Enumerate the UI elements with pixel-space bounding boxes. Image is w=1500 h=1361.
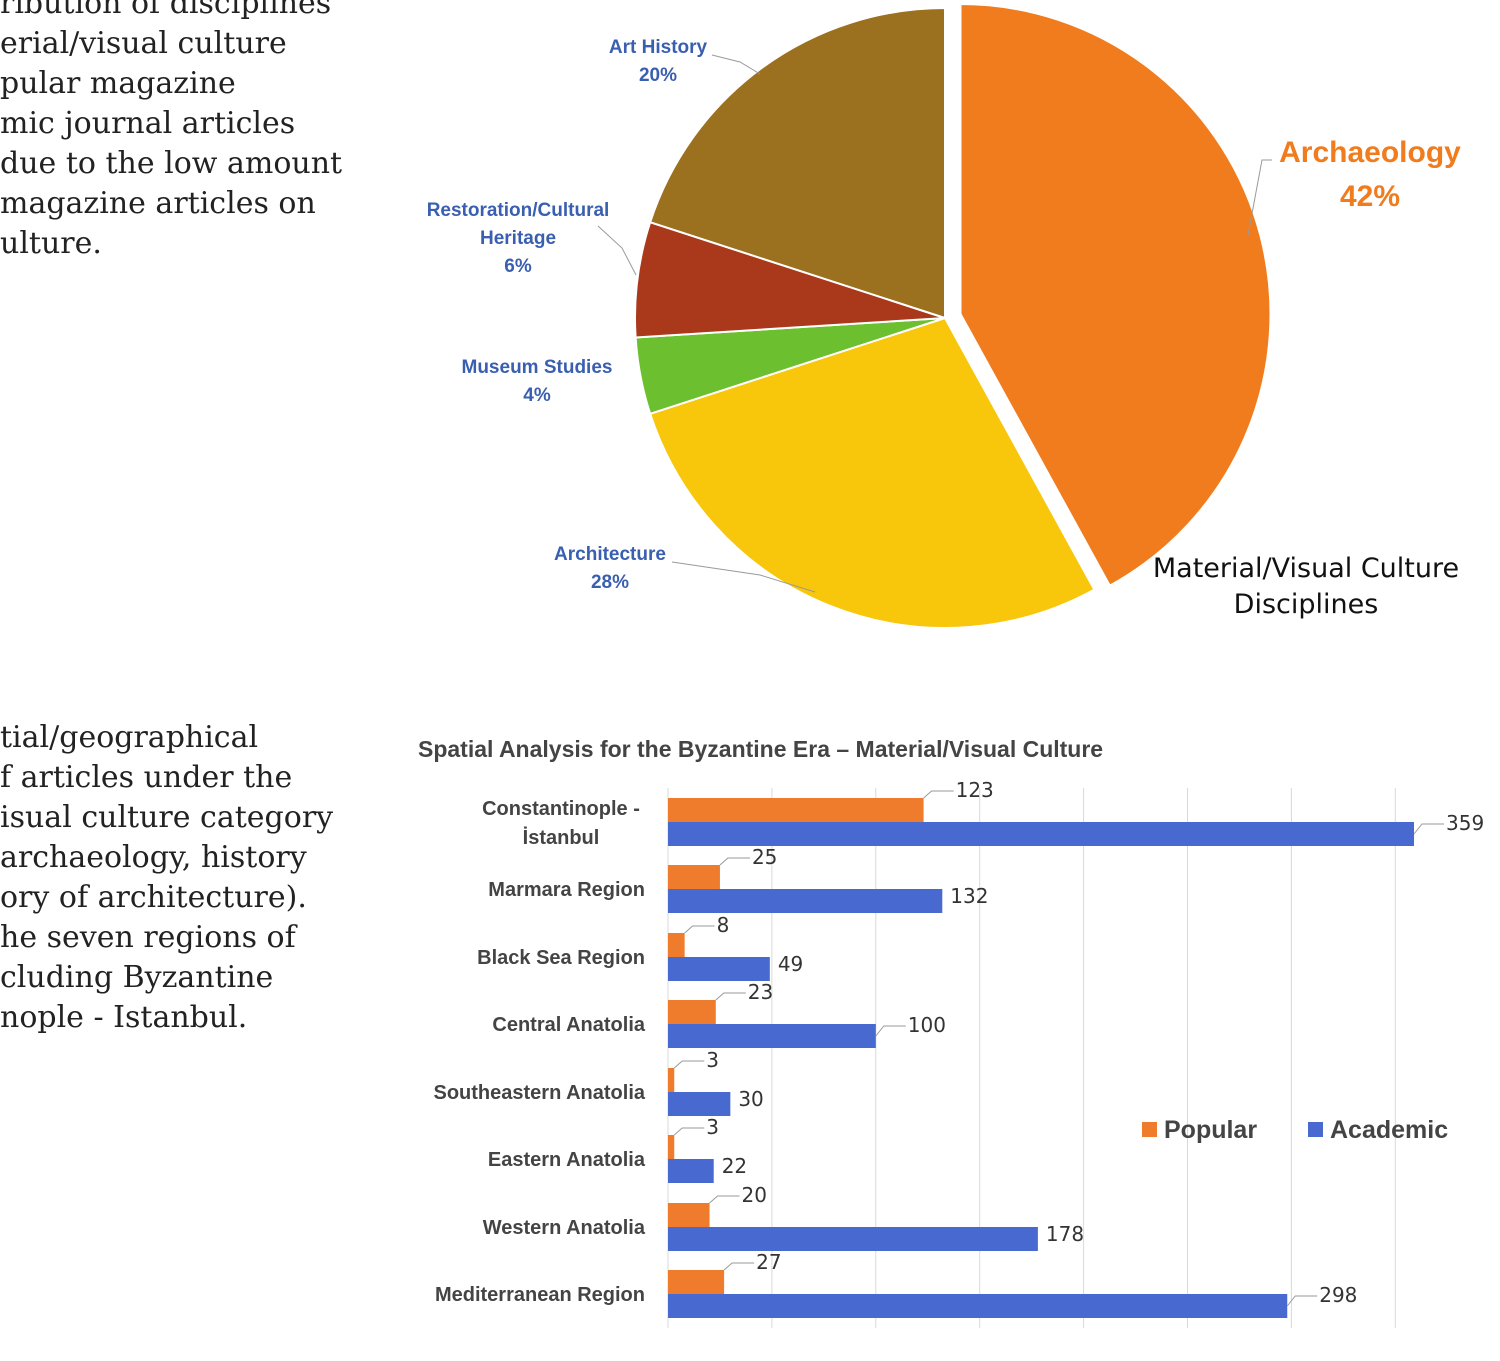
category-label: Constantinople -: [482, 798, 640, 820]
pie-slice-architecture: [648, 316, 1096, 629]
bar-value-academic: 22: [722, 1154, 747, 1178]
bar-popular: [668, 1270, 725, 1294]
caption-pie-line: mic journal articles: [0, 106, 296, 141]
bar-value-academic: 359: [1446, 811, 1484, 835]
caption-pie-line: ulture.: [0, 226, 102, 261]
bar-popular: [668, 865, 720, 889]
pie-label-museum-studies: 4%: [523, 385, 551, 406]
pie-label-architecture: 28%: [591, 572, 629, 593]
bar-value-popular: 23: [748, 980, 773, 1004]
caption-bar-line: tial/geographical: [0, 720, 259, 755]
caption-bar: tial/geographical f articles under the isu…: [0, 718, 333, 1038]
category-label: İstanbul: [523, 826, 600, 849]
category-label: Marmara Region: [488, 879, 645, 901]
bar-value-academic: 298: [1319, 1283, 1357, 1307]
pie-leader-architecture: [671, 561, 816, 593]
pie-label-restoration-cultural-heritage: 6%: [504, 256, 532, 277]
caption-bar-line: nople - Istanbul.: [0, 1000, 248, 1035]
category-label: Southeastern Anatolia: [433, 1082, 645, 1104]
bar-value-popular: 3: [706, 1115, 719, 1139]
category-label: Black Sea Region: [477, 947, 645, 969]
value-leader: [723, 1262, 755, 1271]
category-label: Central Anatolia: [492, 1014, 645, 1036]
pie-label-architecture: Architecture: [554, 544, 666, 565]
category-label: Western Anatolia: [483, 1217, 646, 1239]
value-leader: [673, 1060, 705, 1069]
bar-value-academic: 132: [950, 884, 988, 908]
pie-slice-archaeology: [959, 3, 1272, 588]
bar-popular: [668, 1000, 716, 1024]
bar-chart-title: Spatial Analysis for the Byzantine Era –…: [418, 736, 1103, 762]
bar-value-academic: 100: [908, 1013, 946, 1037]
category-label: Eastern Anatolia: [488, 1149, 646, 1171]
bar-academic: [668, 957, 770, 981]
legend-swatch-popular: [1142, 1122, 1157, 1137]
bar-value-popular: 20: [742, 1183, 767, 1207]
caption-bar-line: ory of architecture).: [0, 880, 307, 915]
pie-label-archaeology: Archaeology: [1279, 136, 1461, 169]
category-label: Mediterranean Region: [435, 1284, 645, 1306]
value-leader: [875, 1025, 906, 1037]
pie-title: Disciplines: [1234, 589, 1379, 620]
bar-value-popular: 3: [706, 1048, 719, 1072]
pie-title: Material/Visual Culture: [1153, 553, 1459, 584]
value-leader: [709, 1195, 740, 1204]
caption-bar-line: he seven regions of: [0, 920, 296, 955]
value-leader: [1413, 823, 1445, 835]
value-leader: [673, 1127, 705, 1136]
bar-academic: [668, 1227, 1038, 1251]
caption-bar-line: archaeology, history: [0, 840, 307, 875]
pie-label-art-history: Art History: [609, 37, 708, 58]
bar-popular: [668, 933, 685, 957]
value-leader: [719, 857, 750, 866]
legend-label-popular: Popular: [1164, 1116, 1257, 1144]
bar-academic: [668, 889, 943, 913]
pie-label-restoration-cultural-heritage: Restoration/Cultural: [427, 200, 610, 221]
bar-value-popular: 25: [752, 845, 777, 869]
bar-value-academic: 178: [1046, 1222, 1084, 1246]
caption-pie: ribution of disciplines erial/visual cult…: [0, 0, 342, 264]
pie-label-art-history: 20%: [639, 65, 677, 86]
bar-value-popular: 8: [717, 913, 730, 937]
pie-leader-restoration-cultural-heritage: [597, 225, 637, 276]
pie-label-museum-studies: Museum Studies: [462, 357, 613, 378]
bar-value-academic: 30: [738, 1087, 763, 1111]
caption-bar-line: f articles under the: [0, 760, 293, 795]
caption-bar-line: cluding Byzantine: [0, 960, 274, 995]
bar-popular: [668, 1068, 675, 1092]
pie-leader-art-history: [711, 54, 761, 75]
bar-academic: [668, 822, 1415, 846]
caption-pie-line: erial/visual culture: [0, 26, 287, 61]
bar-value-popular: 123: [956, 778, 994, 802]
bar-popular: [668, 1203, 710, 1227]
value-leader: [923, 790, 954, 799]
caption-pie-line: pular magazine: [0, 66, 236, 101]
bar-academic: [668, 1024, 876, 1048]
value-leader: [684, 925, 715, 934]
caption-pie-line: due to the low amount: [0, 146, 343, 181]
pie-label-restoration-cultural-heritage: Heritage: [480, 228, 556, 249]
value-leader: [715, 992, 746, 1001]
legend-label-academic: Academic: [1330, 1116, 1448, 1144]
bar-value-academic: 49: [778, 952, 803, 976]
bar-popular: [668, 798, 924, 822]
bar-popular: [668, 1135, 675, 1159]
pie-leader-archaeology: [1247, 159, 1272, 236]
pie-slice-art-history: [648, 6, 946, 320]
value-leader: [1286, 1295, 1318, 1307]
pie-label-archaeology: 42%: [1340, 180, 1400, 213]
caption-bar-line: isual culture category: [0, 800, 334, 835]
bar-academic: [668, 1092, 731, 1116]
legend-swatch-academic: [1308, 1122, 1323, 1137]
caption-pie-line: ribution of disciplines: [0, 0, 332, 21]
bar-academic: [668, 1294, 1288, 1318]
bar-value-popular: 27: [756, 1250, 781, 1274]
caption-pie-line: magazine articles on: [0, 186, 316, 221]
bar-academic: [668, 1159, 714, 1183]
